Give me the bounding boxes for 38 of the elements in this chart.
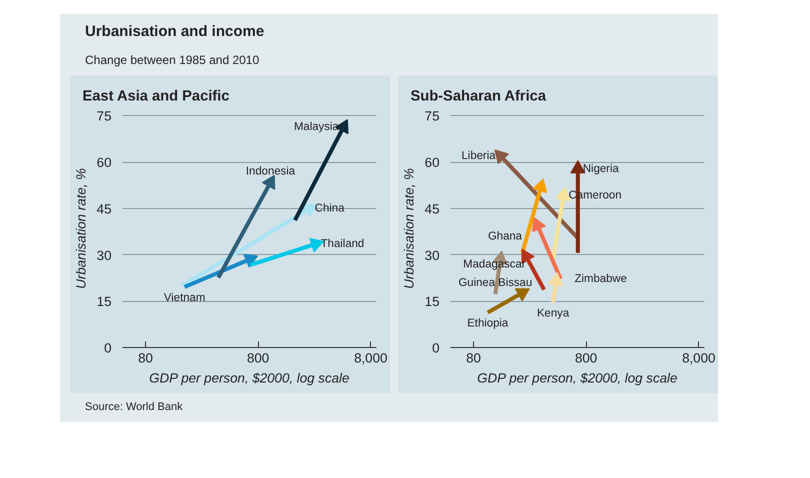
y-tick-label: 30: [96, 247, 112, 262]
x-axis-title: GDP per person, $2000, log scale: [149, 370, 350, 386]
chart-title: East Asia and Pacific: [82, 88, 230, 104]
x-tick-label: 80: [466, 350, 481, 366]
source-note: Source: World Bank: [85, 400, 183, 413]
y-tick-label: 45: [96, 200, 112, 216]
y-tick-label: 75: [424, 108, 440, 124]
series-label: Indonesia: [246, 165, 296, 178]
series-label: Liberia: [462, 149, 496, 162]
y-axis-title: Urbanisation rate, %: [74, 168, 89, 288]
series-label: Nigeria: [582, 162, 620, 174]
x-tick-label: 8,000: [354, 350, 388, 366]
chart-title: Sub-Saharan Africa: [410, 88, 547, 104]
x-tick-label: 800: [574, 350, 598, 366]
text: Change between 1985 and 2010: [85, 53, 260, 68]
y-axis-title: Urbanisation rate, %: [402, 168, 417, 288]
series-label: Kenya: [537, 307, 570, 320]
y-tick-label: 60: [96, 154, 112, 170]
text: Urbanisation and income: [85, 23, 264, 40]
series-label: Zimbabwe: [574, 272, 627, 284]
y-tick-label: 30: [424, 247, 440, 262]
series-label: Ethiopia: [467, 317, 509, 330]
y-tick-label: 15: [96, 294, 112, 309]
x-axis-title: GDP per person, $2000, log scale: [477, 370, 678, 386]
y-tick-label: 75: [96, 108, 112, 124]
y-tick-label: 15: [424, 294, 440, 309]
y-tick-label: 0: [432, 340, 440, 356]
y-tick-label: 60: [424, 154, 440, 170]
series-label: Vietnam: [164, 291, 206, 304]
y-tick-label: 0: [104, 340, 112, 356]
series-label: Guinea Bissau: [458, 276, 532, 289]
x-tick-label: 800: [246, 350, 270, 366]
x-tick-label: 8,000: [682, 350, 716, 366]
x-tick-label: 80: [138, 350, 153, 366]
series-label: Thailand: [320, 238, 364, 250]
series-label: Ghana: [488, 230, 523, 242]
series-label: China: [314, 202, 346, 214]
y-tick-label: 45: [424, 200, 440, 216]
